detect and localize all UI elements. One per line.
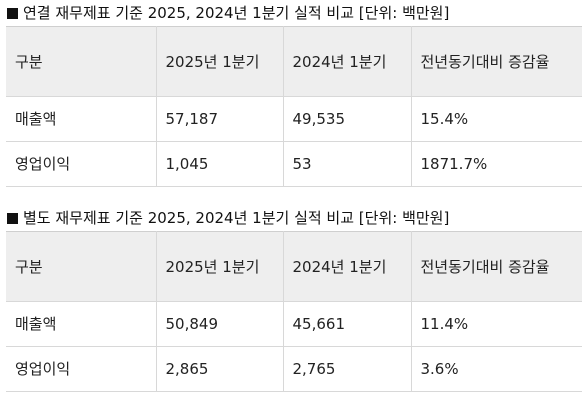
header-category: 구분 (6, 26, 157, 97)
cell-yoy-change: 3.6% (411, 346, 582, 392)
consolidated-section: 연결 재무제표 기준 2025, 2024년 1분기 실적 비교 [단위: 백만… (6, 3, 582, 187)
cell-2024-q1: 53 (283, 141, 412, 187)
table-row: 영업이익 1,045 53 1871.7% (6, 141, 582, 187)
cell-yoy-change: 15.4% (411, 96, 582, 142)
consolidated-table: 구분 2025년 1분기 2024년 1분기 전년동기대비 증감율 매출액 57… (6, 26, 582, 187)
cell-2024-q1: 2,765 (283, 346, 412, 392)
cell-2024-q1: 45,661 (283, 301, 412, 347)
consolidated-title-text: 연결 재무제표 기준 2025, 2024년 1분기 실적 비교 [단위: 백만… (23, 4, 450, 22)
cell-2025-q1: 2,865 (156, 346, 284, 392)
header-yoy-change: 전년동기대비 증감율 (411, 231, 582, 302)
table-row: 매출액 50,849 45,661 11.4% (6, 301, 582, 347)
row-label: 영업이익 (6, 346, 157, 392)
table-row: 영업이익 2,865 2,765 3.6% (6, 346, 582, 392)
cell-2025-q1: 50,849 (156, 301, 284, 347)
consolidated-title: 연결 재무제표 기준 2025, 2024년 1분기 실적 비교 [단위: 백만… (6, 3, 582, 23)
separate-title: 별도 재무제표 기준 2025, 2024년 1분기 실적 비교 [단위: 백만… (6, 208, 582, 228)
row-label: 매출액 (6, 301, 157, 347)
header-2024-q1: 2024년 1분기 (283, 26, 412, 97)
header-2025-q1: 2025년 1분기 (156, 26, 284, 97)
cell-yoy-change: 1871.7% (411, 141, 582, 187)
table-row: 매출액 57,187 49,535 15.4% (6, 96, 582, 142)
cell-yoy-change: 11.4% (411, 301, 582, 347)
header-yoy-change: 전년동기대비 증감율 (411, 26, 582, 97)
square-bullet-icon (7, 7, 18, 19)
separate-section: 별도 재무제표 기준 2025, 2024년 1분기 실적 비교 [단위: 백만… (6, 208, 582, 392)
separate-title-text: 별도 재무제표 기준 2025, 2024년 1분기 실적 비교 [단위: 백만… (23, 209, 450, 227)
cell-2025-q1: 57,187 (156, 96, 284, 142)
cell-2025-q1: 1,045 (156, 141, 284, 187)
header-category: 구분 (6, 231, 157, 302)
cell-2024-q1: 49,535 (283, 96, 412, 142)
row-label: 매출액 (6, 96, 157, 142)
header-2024-q1: 2024년 1분기 (283, 231, 412, 302)
separate-table: 구분 2025년 1분기 2024년 1분기 전년동기대비 증감율 매출액 50… (6, 231, 582, 392)
header-2025-q1: 2025년 1분기 (156, 231, 284, 302)
row-label: 영업이익 (6, 141, 157, 187)
square-bullet-icon (7, 212, 18, 224)
table-header-row: 구분 2025년 1분기 2024년 1분기 전년동기대비 증감율 (6, 231, 582, 302)
table-header-row: 구분 2025년 1분기 2024년 1분기 전년동기대비 증감율 (6, 26, 582, 97)
